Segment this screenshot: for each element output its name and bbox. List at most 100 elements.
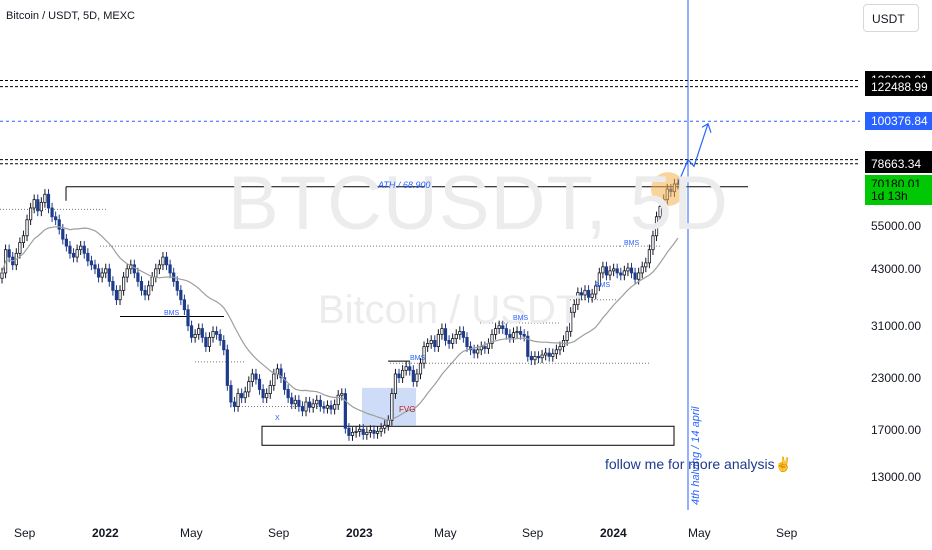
- candle-body: [225, 349, 229, 386]
- candle-body: [547, 352, 551, 357]
- candle-body: [118, 289, 122, 301]
- candle-body: [240, 393, 244, 399]
- candle-body: [350, 431, 355, 436]
- candle-body: [422, 346, 426, 364]
- x-axis-tick-label: Sep: [14, 526, 36, 540]
- candle-body: [18, 242, 22, 254]
- candle-body: [493, 328, 498, 335]
- candle-body: [590, 293, 594, 298]
- candle-body: [79, 245, 83, 251]
- ath-label: ATH / 68.900: [378, 180, 431, 190]
- candle-body: [386, 419, 390, 426]
- candle-body: [61, 228, 65, 240]
- candle-body: [222, 340, 226, 351]
- candle-body: [383, 424, 387, 429]
- candle-body: [215, 331, 219, 335]
- candle-body: [400, 369, 405, 379]
- candle-body: [257, 378, 262, 390]
- candle-body: [375, 430, 380, 434]
- candle-body: [379, 427, 383, 432]
- candle-body: [21, 235, 26, 243]
- bms-label: BMS: [513, 315, 529, 322]
- x-axis-tick-label: 2024: [600, 526, 627, 540]
- watermark-name: Bitcoin / USDT: [318, 288, 581, 332]
- candle-body: [508, 334, 512, 338]
- candle-body: [232, 401, 237, 407]
- candle-body: [404, 366, 408, 371]
- candle-body: [136, 272, 140, 282]
- candle-body: [651, 235, 655, 251]
- candle-body: [250, 373, 254, 382]
- candle-body: [207, 336, 212, 348]
- candle-body: [236, 393, 240, 407]
- candle-body: [82, 245, 86, 254]
- x-axis-tick-label: May: [688, 526, 711, 540]
- candle-body: [147, 285, 151, 296]
- candle-body: [46, 193, 51, 209]
- candle-body: [390, 393, 394, 421]
- currency-button[interactable]: USDT: [863, 4, 919, 32]
- candle-body: [57, 219, 61, 230]
- candle-body: [358, 428, 362, 432]
- fvg-zone-box: [362, 387, 416, 426]
- candle-body: [540, 354, 544, 359]
- candle-body: [139, 281, 144, 291]
- fvg-label: FVG: [399, 405, 416, 414]
- candle-body: [218, 334, 222, 341]
- candle-body: [71, 252, 76, 258]
- candle-body: [365, 431, 369, 435]
- price-axis-label: 55000.00: [871, 219, 922, 233]
- candle-body: [633, 272, 637, 280]
- candle-body: [43, 193, 47, 203]
- candle-body: [629, 267, 634, 274]
- candle-body: [522, 334, 526, 337]
- candle-body: [501, 325, 505, 330]
- candle-body: [393, 373, 398, 394]
- candle-body: [50, 207, 54, 218]
- price-axis-label: 31000.00: [871, 318, 922, 333]
- candle-body: [443, 328, 448, 341]
- candle-body: [107, 268, 111, 282]
- price-axis-label: 1d 13h: [865, 187, 932, 206]
- candle-body: [311, 403, 315, 408]
- candle-body: [486, 343, 491, 349]
- candle-body: [594, 285, 598, 295]
- candle-body: [586, 289, 591, 298]
- candle-body: [622, 270, 626, 276]
- candle-body: [476, 349, 480, 354]
- candle-body: [104, 268, 108, 274]
- bms-label: BMS: [595, 282, 611, 289]
- candle-body: [297, 399, 301, 407]
- x-mark: X: [275, 415, 280, 422]
- candle-body: [647, 249, 651, 264]
- candle-body: [268, 385, 272, 394]
- candle-body: [408, 366, 412, 371]
- candle-body: [372, 429, 376, 434]
- candle-body: [558, 346, 562, 351]
- candle-body: [579, 292, 584, 296]
- candle-body: [261, 389, 265, 399]
- candle-body: [497, 325, 501, 330]
- price-axis-label: 100376.84: [865, 112, 932, 131]
- candle-body: [551, 353, 555, 357]
- x-axis-tick-label: May: [180, 526, 203, 540]
- candle-body: [515, 331, 519, 334]
- candle-body: [544, 352, 548, 356]
- candle-body: [161, 256, 165, 266]
- candle-body: [286, 389, 290, 399]
- x-axis-tick-label: Sep: [268, 526, 290, 540]
- candle-body: [154, 268, 158, 278]
- candle-body: [583, 289, 587, 296]
- candle-body: [347, 427, 351, 436]
- candle-body: [39, 201, 43, 212]
- candle-body: [300, 406, 305, 412]
- candle-body: [454, 334, 458, 339]
- candle-body: [340, 393, 344, 396]
- candle-body: [25, 219, 29, 237]
- candle-body: [433, 340, 437, 348]
- candle-body: [29, 207, 33, 221]
- price-axis-label: 17000.00: [871, 423, 922, 438]
- candle-body: [526, 335, 530, 357]
- candle-body: [447, 340, 451, 344]
